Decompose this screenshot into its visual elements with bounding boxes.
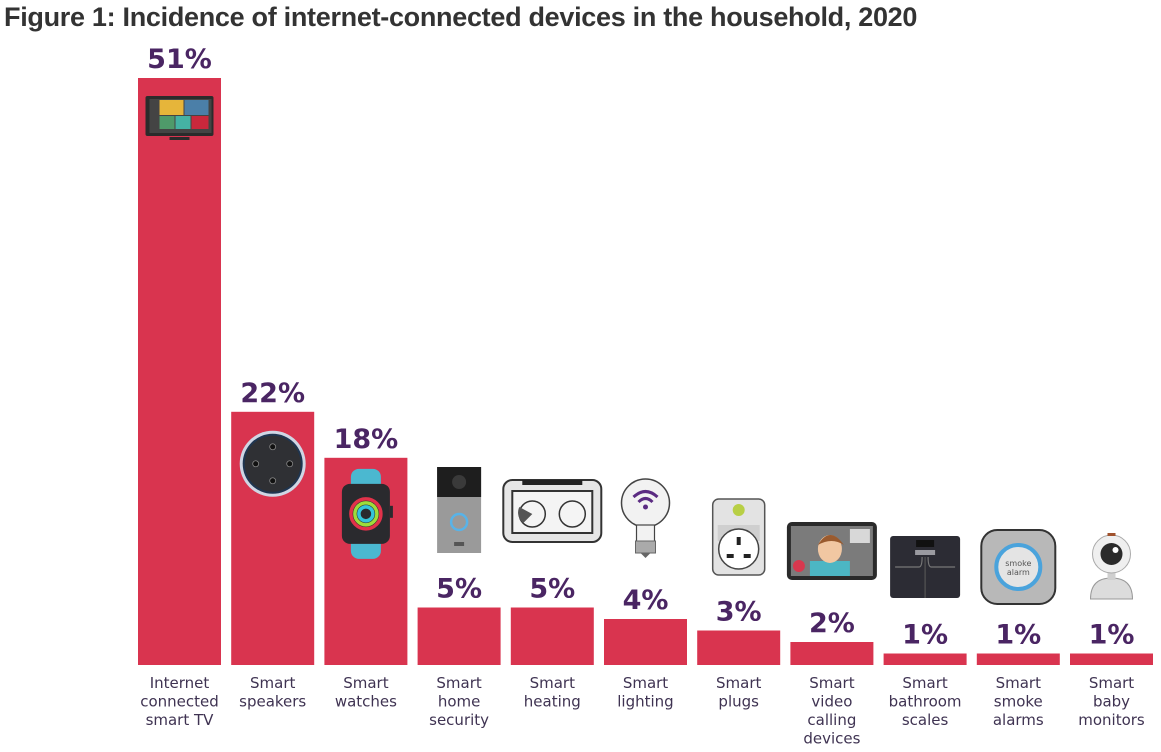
bar xyxy=(697,630,781,665)
bar xyxy=(976,653,1060,665)
category-label: Smart lighting xyxy=(617,674,673,711)
smart-plug-icon xyxy=(711,498,766,576)
bar xyxy=(883,653,967,665)
category-label: Smart speakers xyxy=(239,674,306,711)
chart-title: Figure 1: Incidence of internet-connecte… xyxy=(4,2,918,32)
video-doorbell-icon xyxy=(437,467,482,553)
bar xyxy=(510,607,594,665)
value-label: 5% xyxy=(529,574,575,605)
category-label: Smart baby monitors xyxy=(1078,674,1145,729)
bar xyxy=(1070,653,1153,665)
category-label: Smart watches xyxy=(335,674,397,711)
svg-text:smoke: smoke xyxy=(1005,559,1031,568)
value-label: 51% xyxy=(147,44,212,75)
smart-speaker-icon xyxy=(239,430,306,497)
value-label: 3% xyxy=(716,597,762,628)
category-label: Smart bathroom scales xyxy=(889,674,962,729)
value-label: 1% xyxy=(995,620,1041,651)
category-label: Smart smoke alarms xyxy=(993,674,1044,729)
bar xyxy=(138,78,221,665)
category-label: Smart home security xyxy=(429,674,489,729)
value-label: 18% xyxy=(334,424,399,455)
category-label: Smart plugs xyxy=(716,674,761,711)
value-label: 4% xyxy=(623,585,669,616)
bar xyxy=(604,619,687,665)
bar xyxy=(790,642,874,665)
value-label: 1% xyxy=(902,620,948,651)
wifi-lightbulb-icon xyxy=(620,478,671,558)
thermostat-display-icon xyxy=(502,479,603,543)
value-label: 2% xyxy=(809,608,855,639)
category-label: Smart heating xyxy=(524,674,581,711)
category-labels: Internet connected smart TV Smart speakers Sm… xyxy=(140,674,1145,748)
smart-tv-icon xyxy=(145,96,214,140)
value-label: 22% xyxy=(240,378,305,409)
bar xyxy=(417,607,501,665)
baby-monitor-camera-icon xyxy=(1089,533,1134,600)
smartwatch-icon xyxy=(341,468,393,559)
value-label: 5% xyxy=(436,574,482,605)
value-label: 1% xyxy=(1089,620,1135,651)
bathroom-scale-icon xyxy=(890,536,961,598)
video-call-tablet-icon xyxy=(786,522,877,580)
category-label: Smart video calling devices xyxy=(803,674,860,748)
value-labels: 51% 22% 18% 5% 5% 4% 3% 2% 1% 1% 1% xyxy=(147,44,1134,651)
category-label: Internet connected smart TV xyxy=(140,674,219,729)
svg-text:alarm: alarm xyxy=(1007,568,1030,577)
